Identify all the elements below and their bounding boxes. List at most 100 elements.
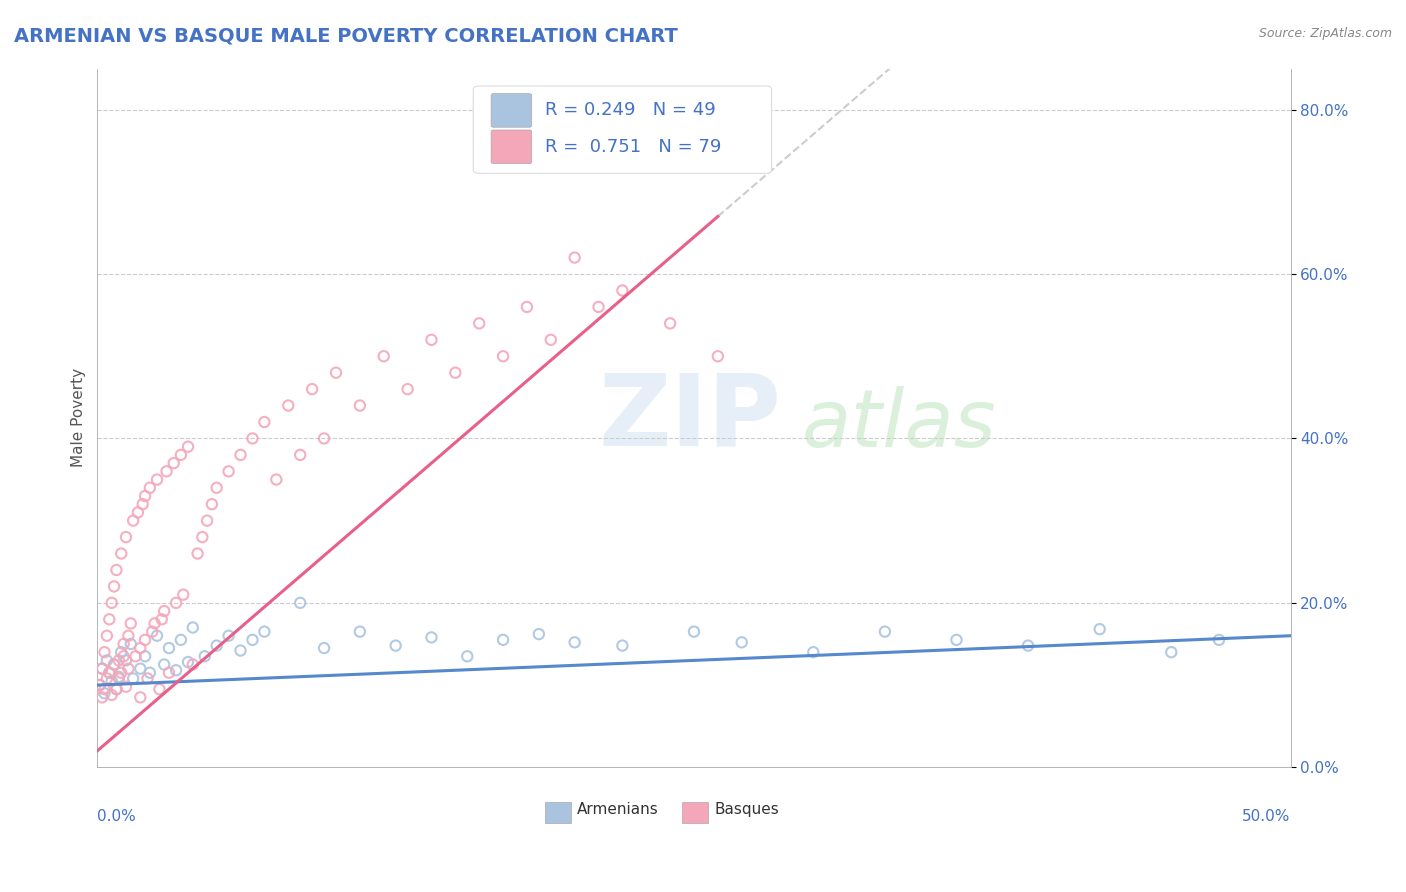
Point	[96, 672, 118, 686]
Y-axis label: Male Poverty: Male Poverty	[72, 368, 86, 467]
Point	[253, 624, 276, 639]
Point	[420, 333, 443, 347]
Point	[129, 641, 152, 656]
Point	[1208, 632, 1230, 647]
Point	[290, 596, 312, 610]
Point	[191, 530, 214, 544]
Point	[205, 481, 228, 495]
Point	[312, 432, 335, 446]
Point	[122, 514, 145, 528]
Point	[108, 653, 131, 667]
Point	[325, 366, 347, 380]
Point	[266, 473, 288, 487]
Text: Basques: Basques	[714, 802, 779, 817]
Point	[516, 300, 538, 314]
FancyBboxPatch shape	[491, 94, 531, 128]
Point	[242, 632, 264, 647]
Point	[115, 653, 138, 667]
Point	[129, 690, 152, 705]
Point	[1160, 645, 1182, 659]
Point	[117, 662, 139, 676]
Point	[143, 616, 166, 631]
Point	[155, 464, 177, 478]
Point	[187, 547, 209, 561]
Point	[120, 637, 142, 651]
Point	[112, 637, 135, 651]
Point	[98, 665, 121, 680]
Point	[384, 639, 406, 653]
Text: atlas: atlas	[801, 386, 995, 464]
Point	[146, 473, 169, 487]
Point	[93, 686, 115, 700]
Point	[100, 596, 122, 610]
Point	[492, 632, 515, 647]
Point	[218, 629, 240, 643]
Text: R = 0.249   N = 49: R = 0.249 N = 49	[544, 102, 716, 120]
Point	[181, 657, 204, 672]
Point	[349, 399, 371, 413]
Point	[157, 665, 180, 680]
Point	[301, 382, 323, 396]
Point	[122, 672, 145, 686]
Point	[177, 655, 200, 669]
Point	[444, 366, 467, 380]
Text: Source: ZipAtlas.com: Source: ZipAtlas.com	[1258, 27, 1392, 40]
Point	[115, 530, 138, 544]
Point	[153, 604, 176, 618]
Point	[139, 665, 162, 680]
Point	[96, 629, 118, 643]
Point	[91, 690, 114, 705]
Point	[165, 663, 187, 677]
Point	[564, 635, 586, 649]
Point	[373, 349, 395, 363]
Point	[801, 645, 824, 659]
Point	[170, 448, 193, 462]
Point	[290, 448, 312, 462]
Point	[163, 456, 186, 470]
Point	[201, 497, 224, 511]
Point	[93, 682, 115, 697]
Point	[91, 662, 114, 676]
Point	[527, 627, 550, 641]
Point	[731, 635, 754, 649]
Point	[110, 665, 132, 680]
Point	[108, 670, 131, 684]
Point	[277, 399, 299, 413]
Point	[612, 639, 634, 653]
Point	[89, 678, 111, 692]
Point	[93, 645, 115, 659]
Point	[136, 672, 159, 686]
Text: 50.0%: 50.0%	[1243, 809, 1291, 824]
FancyBboxPatch shape	[474, 86, 772, 173]
Point	[100, 688, 122, 702]
Point	[91, 662, 114, 676]
Point	[945, 632, 967, 647]
Point	[146, 629, 169, 643]
Text: ZIP: ZIP	[599, 369, 782, 467]
Text: Armenians: Armenians	[576, 802, 659, 817]
Point	[131, 497, 153, 511]
Point	[108, 672, 131, 686]
Point	[153, 657, 176, 672]
Point	[468, 317, 491, 331]
Point	[134, 632, 156, 647]
Point	[492, 349, 515, 363]
Bar	[544, 802, 571, 823]
Point	[150, 612, 173, 626]
Point	[124, 649, 146, 664]
Point	[229, 643, 252, 657]
Point	[120, 616, 142, 631]
Point	[420, 631, 443, 645]
Point	[105, 563, 128, 577]
Point	[1088, 622, 1111, 636]
Point	[229, 448, 252, 462]
Point	[89, 678, 111, 692]
Point	[103, 657, 125, 672]
Point	[105, 682, 128, 697]
Point	[312, 641, 335, 656]
Point	[170, 632, 193, 647]
Point	[194, 649, 217, 664]
Point	[456, 649, 478, 664]
Point	[139, 481, 162, 495]
Point	[588, 300, 610, 314]
